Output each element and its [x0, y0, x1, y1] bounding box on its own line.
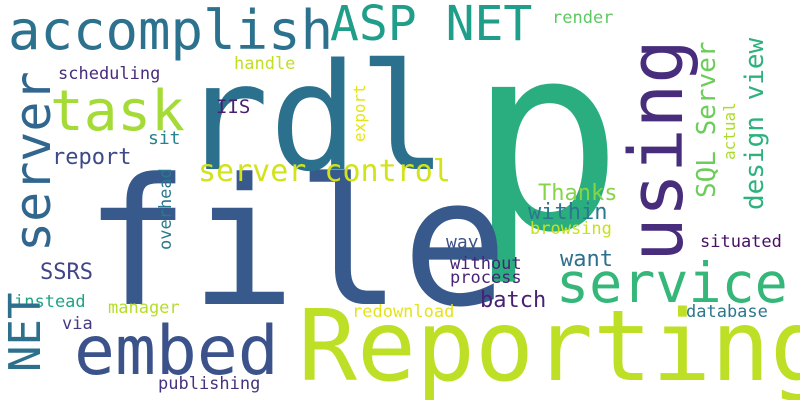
word-process: process — [450, 268, 522, 288]
word-ssrs: SSRS — [40, 260, 93, 285]
word-net: NET — [0, 292, 51, 372]
word-server-control: server control — [198, 154, 451, 189]
word-thanks: Thanks — [538, 181, 618, 206]
word-sit: sit — [148, 128, 181, 149]
word-within: within — [528, 200, 608, 225]
word-rdl: rdl — [180, 32, 448, 204]
word-report: report — [52, 145, 132, 170]
word-redownload: redownload — [352, 302, 455, 322]
word-using: using — [614, 39, 700, 262]
word-want: want — [560, 247, 613, 272]
word-instead: instead — [14, 292, 86, 312]
word-file: file — [84, 141, 508, 346]
word-accomplish: accomplish — [8, 0, 334, 62]
word-manager: manager — [108, 298, 180, 318]
word-batch: batch — [480, 288, 547, 313]
word-iis: IIS — [216, 96, 251, 118]
word-scheduling: scheduling — [58, 64, 161, 84]
word-situated: situated — [700, 232, 782, 252]
word-export: export — [350, 84, 369, 142]
word-service: service — [556, 251, 788, 315]
word-browsing: browsing — [530, 219, 612, 239]
word-p: p — [468, 0, 624, 289]
word-overhead: overhead — [156, 168, 176, 250]
word-publishing: publishing — [158, 374, 261, 394]
word-sql-server: SQL Server — [692, 41, 722, 198]
word-way: way — [446, 232, 479, 253]
word-database: database — [686, 302, 768, 322]
word-actual: actual — [720, 102, 739, 160]
word-design-view: design view — [740, 37, 770, 210]
word-without: without — [450, 254, 522, 274]
word-reporting: Reporting — [298, 290, 800, 400]
word-asp-net: ASP NET — [330, 0, 533, 52]
word-server: server — [4, 71, 62, 252]
word-embed: embed — [74, 312, 279, 391]
word-task: task — [50, 79, 185, 144]
word-via: via — [62, 314, 93, 334]
word-render: render — [552, 8, 614, 28]
word-handle: handle — [234, 54, 296, 74]
